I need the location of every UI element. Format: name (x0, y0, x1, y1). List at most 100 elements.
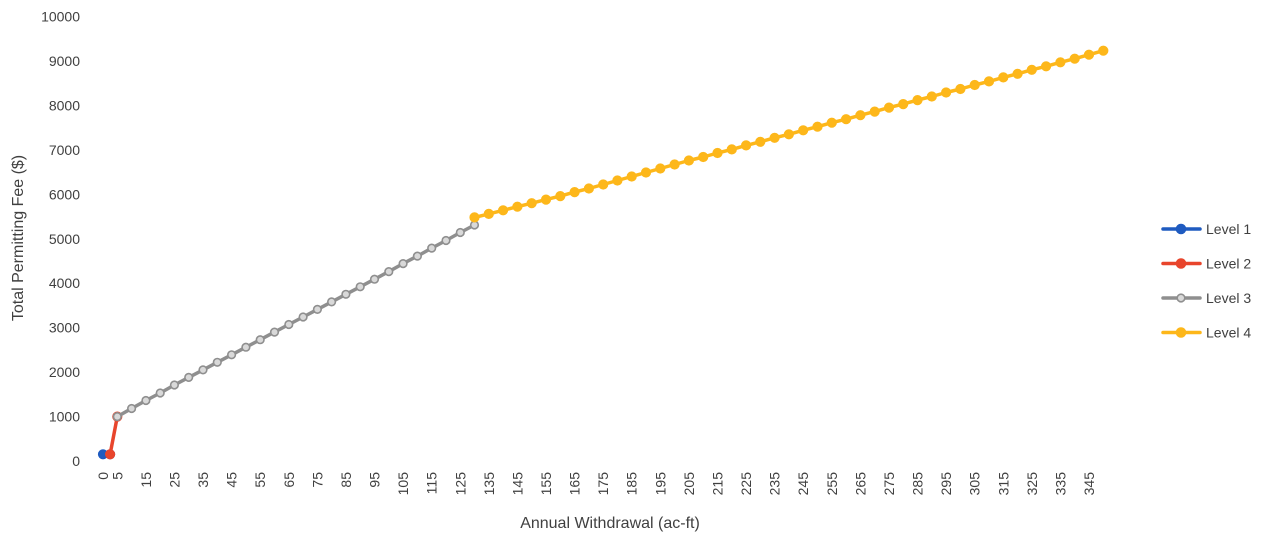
y-tick-label: 5000 (49, 231, 80, 247)
legend-label: Level 4 (1206, 325, 1251, 341)
data-point (883, 102, 895, 113)
data-point (683, 155, 695, 166)
x-tick-label: 275 (881, 472, 897, 496)
data-point (269, 327, 280, 337)
x-tick-label: 215 (709, 472, 725, 496)
data-point (769, 132, 780, 143)
data-point (369, 274, 380, 284)
series-level-4 (469, 45, 1109, 223)
x-tick-label: 345 (1081, 472, 1097, 496)
legend-label: Level 3 (1206, 290, 1251, 306)
data-point (255, 335, 265, 345)
data-point (755, 136, 766, 147)
x-tick-label: 265 (852, 472, 868, 496)
data-point (598, 179, 609, 190)
x-tick-label: 75 (309, 472, 325, 488)
data-point (798, 125, 809, 136)
y-axis-title: Total Permitting Fee ($) (10, 155, 27, 321)
data-point (841, 114, 852, 125)
data-point (926, 91, 937, 102)
x-tick-label: 325 (1024, 472, 1040, 496)
data-point (141, 395, 151, 406)
y-tick-label: 7000 (49, 142, 80, 158)
data-point (998, 72, 1009, 83)
data-point (498, 205, 509, 216)
y-tick-label: 6000 (49, 186, 80, 202)
data-point (569, 187, 580, 198)
data-point (355, 282, 365, 292)
data-point (198, 365, 208, 375)
data-point (583, 183, 595, 194)
legend-item: Level 2 (1161, 256, 1251, 272)
legend-item: Level 1 (1161, 221, 1251, 237)
x-tick-label: 165 (567, 472, 583, 496)
data-point (512, 201, 523, 212)
x-tick-label: 315 (995, 472, 1011, 496)
data-point (441, 235, 451, 246)
x-tick-label: 185 (624, 472, 640, 496)
x-tick-label: 175 (595, 472, 611, 496)
data-point (455, 227, 465, 238)
x-tick-label: 335 (1052, 472, 1068, 496)
y-axis-ticks: 0 1000 2000 3000 4000 5000 6000 7000 8000 9000 100… (41, 9, 80, 470)
x-tick-label: 45 (224, 472, 240, 488)
x-tick-label: 245 (795, 472, 811, 496)
data-point (384, 267, 394, 277)
data-point (741, 140, 752, 151)
data-point (898, 99, 909, 110)
data-point (1055, 57, 1066, 68)
x-tick-label: 5 (109, 472, 125, 480)
data-point (526, 198, 537, 209)
legend-swatch-marker (1175, 327, 1187, 338)
data-point (1083, 49, 1095, 60)
data-point (1098, 45, 1109, 56)
data-point (127, 403, 137, 414)
x-axis-ticks: 05 15 25 35 45 55 65 75 85 95 105 115 125 135 145 155 16… (95, 472, 1097, 496)
data-point (655, 163, 666, 174)
data-point (855, 110, 866, 121)
y-tick-label: 10000 (41, 9, 80, 25)
data-point (698, 151, 709, 163)
series-layer (97, 45, 1109, 460)
y-tick-label: 4000 (49, 275, 80, 291)
data-point (284, 319, 294, 330)
data-point (1069, 53, 1080, 64)
y-tick-label: 0 (72, 453, 80, 469)
x-tick-label: 145 (509, 472, 525, 496)
x-tick-label: 95 (367, 472, 383, 488)
x-tick-label: 205 (681, 472, 697, 496)
y-tick-label: 1000 (49, 409, 80, 425)
data-point (1041, 61, 1052, 72)
x-tick-label: 35 (195, 472, 211, 488)
x-tick-label: 235 (767, 472, 783, 496)
x-tick-label: 255 (824, 472, 840, 496)
data-point (626, 171, 637, 182)
data-point (427, 243, 437, 253)
x-tick-label: 195 (652, 472, 668, 496)
data-point (469, 212, 480, 223)
data-point (341, 289, 351, 299)
data-point (955, 83, 966, 95)
y-tick-label: 2000 (49, 364, 80, 380)
x-tick-label: 155 (538, 472, 554, 496)
data-point (398, 259, 408, 269)
data-point (912, 95, 923, 106)
x-tick-label: 285 (910, 472, 926, 496)
data-point (412, 251, 423, 261)
x-tick-label: 0 (95, 472, 111, 480)
x-tick-label: 115 (424, 472, 440, 495)
legend-item: Level 4 (1161, 325, 1251, 341)
x-tick-label: 55 (252, 472, 268, 488)
data-point (483, 208, 494, 219)
x-tick-label: 305 (967, 472, 983, 496)
data-point (1012, 68, 1023, 79)
data-point (941, 87, 952, 98)
data-point (712, 147, 723, 159)
data-point (312, 304, 323, 315)
data-point (669, 159, 680, 170)
y-tick-label: 9000 (49, 53, 80, 69)
x-tick-label: 225 (738, 472, 754, 496)
legend-label: Level 2 (1206, 256, 1251, 272)
data-point (869, 106, 880, 117)
